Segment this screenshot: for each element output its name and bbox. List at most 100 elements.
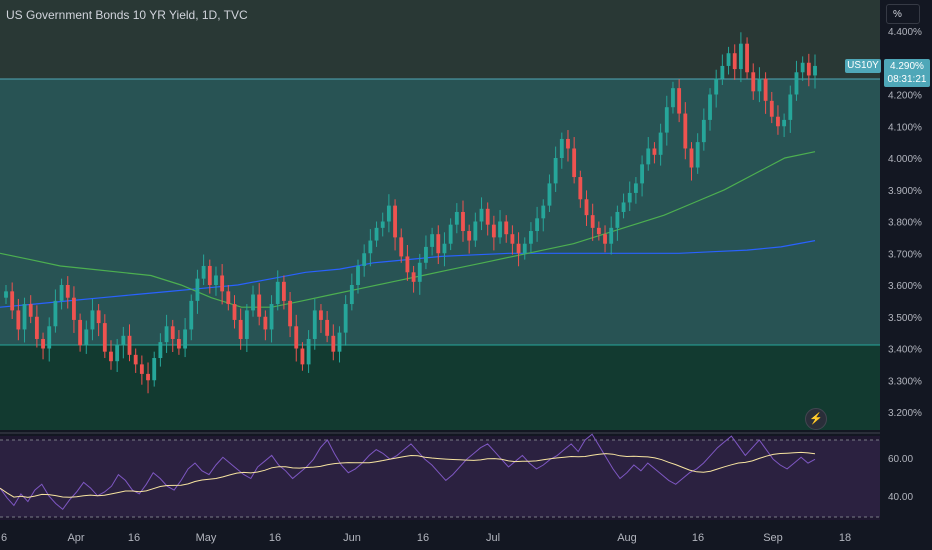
bar-countdown: 08:31:21 — [887, 74, 927, 85]
candle — [115, 338, 120, 372]
candle — [454, 203, 459, 234]
candle — [664, 95, 669, 146]
candle — [720, 54, 725, 85]
candle — [152, 351, 157, 387]
y-tick-label: 4.000% — [888, 154, 922, 165]
candle — [226, 285, 231, 311]
candle — [424, 235, 428, 270]
y-tick-label: 3.200% — [888, 408, 922, 419]
candle — [244, 304, 249, 352]
candle — [491, 215, 496, 251]
candle — [652, 142, 657, 164]
candle — [399, 228, 404, 263]
candle — [207, 259, 212, 294]
lightning-icon[interactable]: ⚡ — [805, 408, 827, 430]
candle — [109, 340, 113, 370]
x-tick-label: 6 — [1, 532, 7, 544]
candle — [788, 85, 793, 133]
chart-title: US Government Bonds 10 YR Yield, 1D, TVC — [6, 8, 248, 22]
candle — [411, 265, 416, 293]
candle — [683, 102, 688, 160]
candle — [312, 298, 317, 350]
candle — [386, 194, 391, 233]
candle — [251, 285, 255, 317]
x-tick-label: 16 — [417, 532, 429, 544]
candle — [275, 270, 280, 311]
y-tick-label: 3.800% — [888, 218, 922, 229]
candle — [813, 54, 817, 89]
candle — [238, 308, 243, 350]
candle — [430, 227, 435, 256]
candle — [288, 291, 292, 338]
candle — [473, 212, 478, 247]
candle — [572, 137, 577, 184]
candle — [448, 218, 453, 251]
candle — [603, 225, 607, 253]
candle — [745, 37, 749, 79]
candle — [553, 146, 558, 192]
candle — [177, 330, 181, 355]
x-tick-label: 16 — [692, 532, 704, 544]
candle — [201, 254, 206, 285]
candle — [516, 232, 521, 267]
candle — [559, 132, 564, 169]
candle — [331, 324, 336, 361]
candle — [102, 314, 107, 359]
candle — [800, 56, 805, 81]
candle — [158, 333, 163, 367]
rsi-line — [0, 433, 816, 511]
candle — [658, 123, 663, 166]
candle — [510, 225, 515, 255]
candle — [732, 44, 737, 80]
candle — [65, 276, 70, 309]
candle — [405, 244, 410, 281]
candle — [640, 155, 644, 197]
candle-layer — [4, 32, 817, 394]
candle — [72, 286, 76, 333]
candle — [590, 203, 595, 241]
candle — [170, 319, 175, 352]
candle — [214, 266, 218, 296]
candle — [596, 221, 601, 241]
y-tick-label: 3.500% — [888, 313, 922, 324]
symbol-tag: US10Y — [845, 59, 881, 73]
candle — [300, 342, 305, 371]
candle — [522, 237, 527, 260]
y-tick-label: 3.400% — [888, 345, 922, 356]
candle — [671, 81, 675, 114]
y-tick-label: 3.600% — [888, 281, 922, 292]
candle — [726, 46, 731, 75]
x-tick-label: May — [196, 532, 217, 544]
candle — [319, 304, 323, 333]
candle — [34, 305, 39, 348]
candle — [757, 67, 762, 103]
candle — [374, 221, 379, 247]
candle — [578, 170, 583, 208]
candle — [121, 326, 126, 359]
candle — [769, 91, 774, 124]
candle — [529, 222, 533, 253]
candle — [566, 130, 570, 162]
candle — [16, 298, 21, 341]
candle — [22, 297, 27, 343]
candle — [294, 314, 299, 362]
candle — [677, 79, 682, 123]
x-tick-label: 16 — [128, 532, 140, 544]
candle — [368, 229, 373, 267]
candle — [615, 205, 620, 241]
candle — [337, 326, 342, 363]
candle — [127, 324, 132, 362]
candle — [498, 210, 502, 244]
unit-button[interactable]: % — [886, 4, 920, 24]
rsi-tick-label: 40.00 — [888, 492, 913, 503]
candle — [133, 348, 138, 373]
candle — [806, 53, 811, 87]
candle — [343, 295, 348, 346]
rsi-tick-label: 60.00 — [888, 454, 913, 465]
candle — [349, 273, 354, 311]
candle — [195, 269, 200, 314]
y-tick-label: 3.700% — [888, 249, 922, 260]
x-tick-label: Sep — [763, 532, 783, 544]
candle — [269, 295, 274, 343]
candle — [504, 215, 509, 243]
